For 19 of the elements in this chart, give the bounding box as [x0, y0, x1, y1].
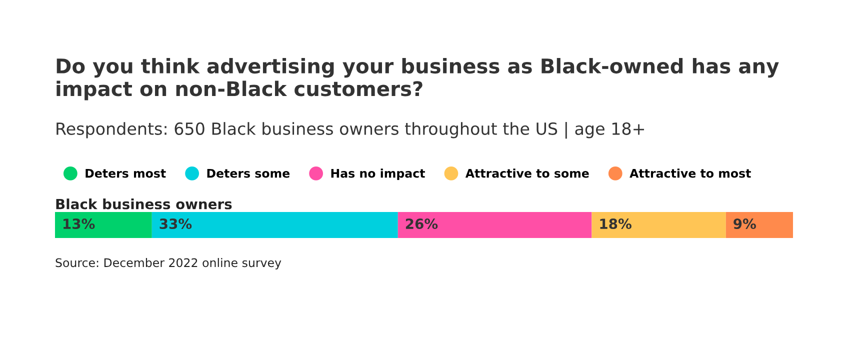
bar: [55, 212, 152, 238]
legend-label: Attractive to most: [630, 168, 751, 178]
chart-subtitle: Respondents: 650 Black business owners throughout the US | age 18+: [56, 122, 644, 139]
legend-label: Deters some: [207, 168, 290, 178]
source-note: Source: December 2022 online survey: [56, 258, 282, 270]
bar: [398, 212, 592, 238]
data-label: 18%: [600, 218, 632, 230]
legend-label: Attractive to some: [465, 168, 589, 178]
y-tick-label: Black business owners: [56, 198, 232, 210]
bar: [726, 212, 793, 238]
legend-label: Deters most: [86, 168, 166, 178]
bar: [152, 212, 398, 238]
data-label: 26%: [406, 218, 438, 230]
data-label: 13%: [64, 218, 95, 230]
chart-title: Do you think advertising your business as Black-owned has any impact on non-Black customers?: [56, 58, 779, 100]
legend-label: Has no impact: [331, 168, 425, 180]
bar: [592, 212, 726, 238]
data-label: 33%: [160, 218, 192, 230]
data-label: 9%: [734, 218, 756, 230]
